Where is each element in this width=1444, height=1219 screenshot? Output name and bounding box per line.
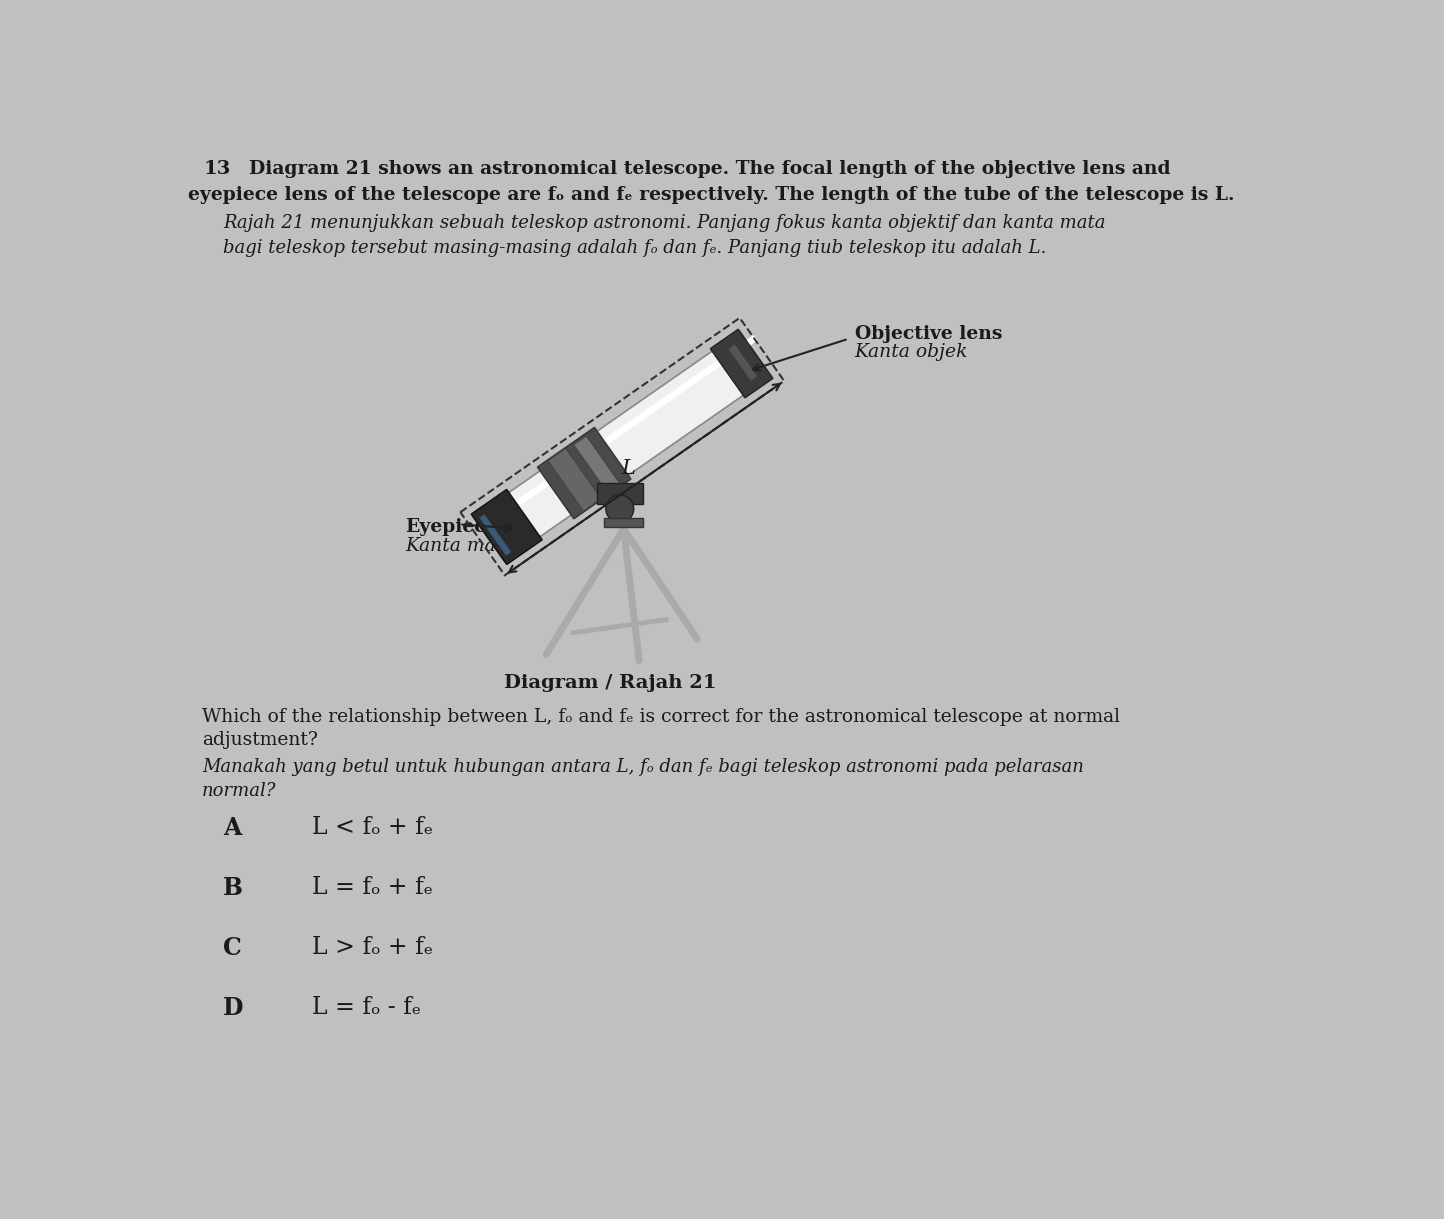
Polygon shape (537, 428, 631, 519)
Text: C: C (224, 936, 243, 961)
Text: bagi teleskop tersebut masing-masing adalah fₒ dan fₑ. Panjang tiub teleskop itu: bagi teleskop tersebut masing-masing ada… (224, 239, 1047, 257)
Polygon shape (479, 514, 511, 556)
Text: Diagram / Rajah 21: Diagram / Rajah 21 (504, 674, 716, 691)
Circle shape (606, 495, 634, 523)
Text: Kanta objek: Kanta objek (855, 344, 969, 361)
Text: L: L (621, 458, 635, 478)
Polygon shape (596, 483, 643, 505)
Polygon shape (604, 518, 643, 528)
Text: B: B (224, 876, 243, 901)
Text: D: D (224, 996, 244, 1020)
Text: Objective lens: Objective lens (855, 325, 1002, 343)
Polygon shape (729, 345, 757, 380)
Text: Rajah 21 menunjukkan sebuah teleskop astronomi. Panjang fokus kanta objektif dan: Rajah 21 menunjukkan sebuah teleskop ast… (224, 215, 1106, 232)
Text: L < fₒ + fₑ: L < fₒ + fₑ (312, 817, 433, 839)
Text: adjustment?: adjustment? (202, 731, 318, 750)
Text: 13: 13 (204, 160, 231, 178)
Text: Kanta mata: Kanta mata (406, 536, 514, 555)
Text: L > fₒ + fₑ: L > fₒ + fₑ (312, 936, 433, 959)
Text: Diagram 21 shows an astronomical telescope. The focal length of the objective le: Diagram 21 shows an astronomical telesco… (248, 160, 1170, 178)
Polygon shape (487, 335, 758, 525)
Polygon shape (471, 489, 543, 564)
Text: L = fₒ - fₑ: L = fₒ - fₑ (312, 996, 422, 1019)
Text: Manakah yang betul untuk hubungan antara L, fₒ dan fₑ bagi teleskop astronomi pa: Manakah yang betul untuk hubungan antara… (202, 758, 1084, 777)
Text: Which of the relationship between L, fₒ and fₑ is correct for the astronomical t: Which of the relationship between L, fₒ … (202, 708, 1121, 727)
Text: Eyepiece: Eyepiece (406, 518, 498, 536)
Polygon shape (547, 449, 601, 511)
Polygon shape (710, 329, 773, 397)
Polygon shape (474, 332, 771, 562)
Text: eyepiece lens of the telescope are fₒ and fₑ respectively. The length of the tub: eyepiece lens of the telescope are fₒ an… (188, 187, 1235, 205)
Text: L = fₒ + fₑ: L = fₒ + fₑ (312, 876, 433, 900)
Polygon shape (573, 436, 619, 492)
Text: A: A (224, 817, 241, 840)
Text: normal?: normal? (202, 781, 277, 800)
